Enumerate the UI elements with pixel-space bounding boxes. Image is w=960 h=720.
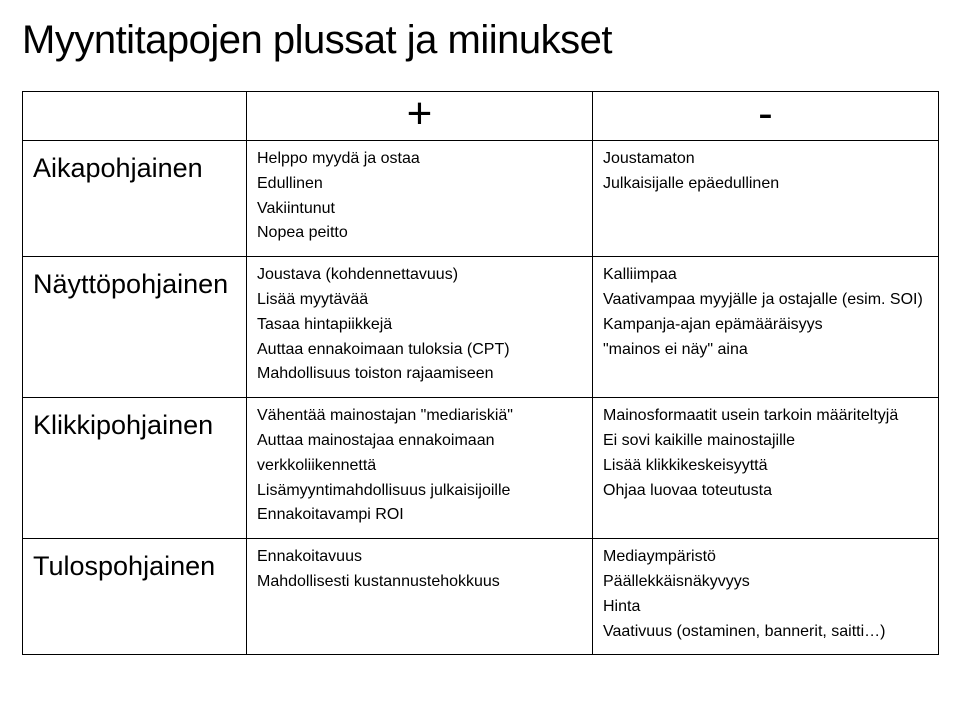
comparison-table: + - AikapohjainenHelppo myydä ja ostaaEd…: [22, 91, 939, 655]
cell-line: Mediaympäristö: [603, 545, 928, 570]
cell-line: Lisää klikkikeskeisyyttä: [603, 454, 928, 479]
minus-cell: JoustamatonJulkaisijalle epäedullinen: [593, 141, 939, 257]
row-label: Klikkipohjainen: [23, 398, 247, 539]
table-row: KlikkipohjainenVähentää mainostajan "med…: [23, 398, 939, 539]
cell-line: Vaativuus (ostaminen, bannerit, saitti…): [603, 620, 928, 645]
row-label: Näyttöpohjainen: [23, 257, 247, 398]
cell-line: Vaativampaa myyjälle ja ostajalle (esim.…: [603, 288, 928, 313]
cell-line: Joustava (kohdennettavuus): [257, 263, 582, 288]
cell-line: Ei sovi kaikille mainostajille: [603, 429, 928, 454]
cell-line: Mahdollisuus toiston rajaamiseen: [257, 362, 582, 387]
cell-line: Ennakoitavuus: [257, 545, 582, 570]
cell-line: Mahdollisesti kustannustehokkuus: [257, 570, 582, 595]
plus-cell: Helppo myydä ja ostaaEdullinenVakiintunu…: [247, 141, 593, 257]
cell-line: Vähentää mainostajan "mediariskiä": [257, 404, 582, 429]
cell-line: Ennakoitavampi ROI: [257, 503, 582, 528]
minus-cell: MediaympäristöPäällekkäisnäkyvyysHintaVa…: [593, 539, 939, 655]
minus-cell: Mainosformaatit usein tarkoin määritelty…: [593, 398, 939, 539]
cell-line: Kampanja-ajan epämääräisyys: [603, 313, 928, 338]
table-row: TulospohjainenEnnakoitavuusMahdollisesti…: [23, 539, 939, 655]
cell-line: "mainos ei näy" aina: [603, 338, 928, 363]
row-label: Tulospohjainen: [23, 539, 247, 655]
cell-line: Edullinen: [257, 172, 582, 197]
plus-cell: Vähentää mainostajan "mediariskiä"Auttaa…: [247, 398, 593, 539]
table-row: AikapohjainenHelppo myydä ja ostaaEdulli…: [23, 141, 939, 257]
plus-cell: EnnakoitavuusMahdollisesti kustannusteho…: [247, 539, 593, 655]
cell-line: Tasaa hintapiikkejä: [257, 313, 582, 338]
cell-line: Julkaisijalle epäedullinen: [603, 172, 928, 197]
cell-line: Helppo myydä ja ostaa: [257, 147, 582, 172]
cell-line: Nopea peitto: [257, 221, 582, 246]
cell-line: Joustamaton: [603, 147, 928, 172]
cell-line: Vakiintunut: [257, 197, 582, 222]
cell-line: Kalliimpaa: [603, 263, 928, 288]
table-row: NäyttöpohjainenJoustava (kohdennettavuus…: [23, 257, 939, 398]
cell-line: Hinta: [603, 595, 928, 620]
header-minus: -: [593, 92, 939, 141]
cell-line: Lisää myytävää: [257, 288, 582, 313]
plus-cell: Joustava (kohdennettavuus)Lisää myytävää…: [247, 257, 593, 398]
cell-line: Lisämyyntimahdollisuus julkaisijoille: [257, 479, 582, 504]
cell-line: Mainosformaatit usein tarkoin määritelty…: [603, 404, 928, 429]
header-plus: +: [247, 92, 593, 141]
cell-line: Päällekkäisnäkyvyys: [603, 570, 928, 595]
page-title: Myyntitapojen plussat ja miinukset: [22, 18, 938, 63]
minus-cell: KalliimpaaVaativampaa myyjälle ja ostaja…: [593, 257, 939, 398]
cell-line: Auttaa mainostajaa ennakoimaan verkkolii…: [257, 429, 582, 479]
row-label: Aikapohjainen: [23, 141, 247, 257]
cell-line: Auttaa ennakoimaan tuloksia (CPT): [257, 338, 582, 363]
cell-line: Ohjaa luovaa toteutusta: [603, 479, 928, 504]
header-blank: [23, 92, 247, 141]
